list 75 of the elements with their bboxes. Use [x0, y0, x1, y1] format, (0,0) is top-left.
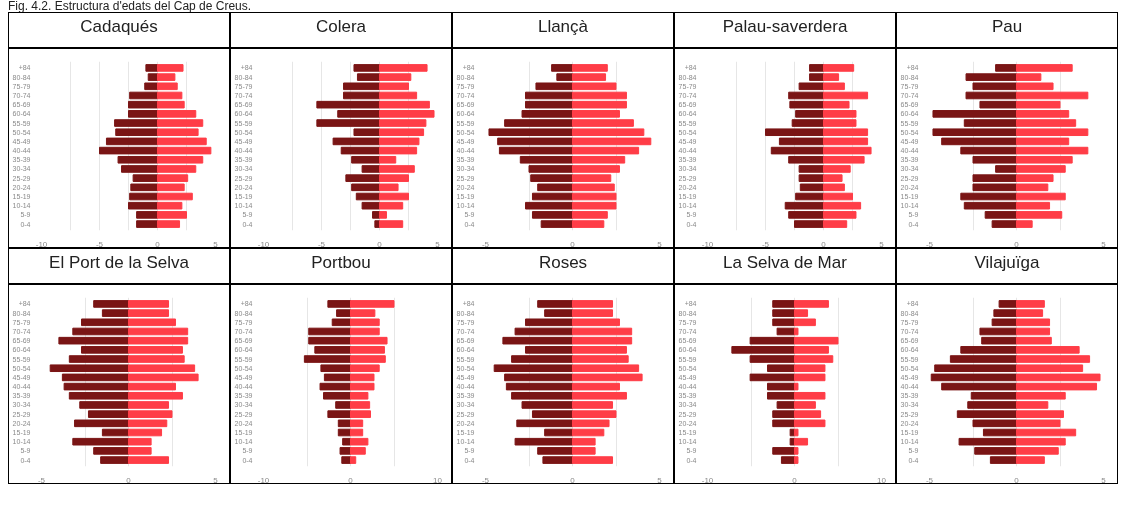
bar	[1016, 91, 1089, 100]
bar	[960, 192, 1017, 201]
chart-title: Cadaqués	[80, 16, 158, 38]
bar	[776, 327, 795, 336]
bar	[788, 91, 824, 100]
chart-title: Llançà	[537, 16, 589, 38]
x-tick-label: -10	[257, 239, 270, 249]
x-tick-label: 5	[657, 475, 663, 485]
bar	[965, 91, 1017, 100]
chart-title: Portbou	[311, 252, 371, 274]
x-tick-label: 0	[1014, 239, 1020, 249]
bar	[794, 428, 799, 437]
bar	[572, 428, 605, 437]
x-tick-label: 10	[433, 475, 443, 485]
chart-title: El Port de la Selva	[49, 252, 189, 274]
x-tick-label: 0	[570, 239, 576, 249]
x-tick-label: -5	[481, 475, 490, 485]
x-tick-label: -5	[925, 239, 934, 249]
chart-title: Roses	[538, 252, 588, 274]
bar	[572, 91, 627, 100]
x-tick-label: 0	[155, 239, 161, 249]
bar	[823, 91, 869, 100]
chart-title: Pau	[991, 16, 1023, 38]
x-tick-label: 0	[792, 475, 798, 485]
x-tick-label: -5	[481, 239, 490, 249]
bar	[979, 327, 1017, 336]
x-tick-label: 0	[1014, 475, 1020, 485]
bar	[1016, 192, 1066, 201]
chart-title: Vilajuïga	[974, 252, 1040, 274]
chart-title: Colera	[315, 16, 367, 38]
x-tick-label: -5	[925, 475, 934, 485]
bar	[157, 192, 193, 201]
bar	[379, 91, 418, 100]
bar	[350, 327, 380, 336]
bar	[1016, 327, 1051, 336]
bar	[308, 327, 351, 336]
bar	[1016, 428, 1077, 437]
x-tick-label: 10	[877, 475, 887, 485]
x-tick-label: -5	[37, 475, 46, 485]
bar	[379, 192, 409, 201]
bar	[982, 428, 1017, 437]
bar	[531, 192, 573, 201]
bar	[525, 91, 573, 100]
x-tick-label: -10	[35, 239, 48, 249]
x-tick-label: 5	[879, 239, 885, 249]
bar	[794, 327, 799, 336]
x-tick-label: 0	[821, 239, 827, 249]
bar	[572, 192, 617, 201]
bar	[128, 327, 189, 336]
x-tick-label: -10	[701, 239, 714, 249]
x-tick-label: 5	[435, 239, 441, 249]
x-tick-label: -10	[257, 475, 270, 485]
x-tick-label: 0	[348, 475, 354, 485]
bar	[572, 327, 633, 336]
x-tick-label: 5	[1101, 475, 1107, 485]
x-tick-label: 0	[377, 239, 383, 249]
bar	[157, 91, 183, 100]
x-tick-label: 5	[213, 475, 219, 485]
bar	[514, 327, 573, 336]
x-tick-label: -5	[317, 239, 326, 249]
x-tick-label: 5	[213, 239, 219, 249]
chart-title: Palau-saverdera	[722, 16, 848, 38]
x-tick-label: 5	[1101, 239, 1107, 249]
x-tick-label: -5	[761, 239, 770, 249]
x-tick-label: 0	[570, 475, 576, 485]
x-tick-label: -10	[701, 475, 714, 485]
x-tick-label: 5	[657, 239, 663, 249]
bar	[823, 192, 853, 201]
x-tick-label: -5	[95, 239, 104, 249]
x-tick-label: 0	[126, 475, 132, 485]
bar	[343, 91, 380, 100]
chart-title: La Selva de Mar	[723, 252, 847, 274]
bar	[72, 327, 129, 336]
bar	[350, 428, 364, 437]
bar	[128, 428, 163, 437]
